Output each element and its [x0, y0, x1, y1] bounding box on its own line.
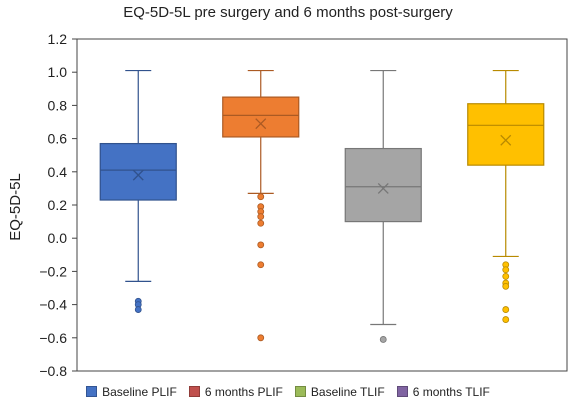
y-tick-label: −0.6 [39, 330, 67, 346]
y-tick-label: 0.2 [48, 197, 68, 213]
mean-marker [500, 134, 512, 146]
box [467, 103, 545, 166]
outlier-point [502, 282, 510, 290]
mean-marker [132, 169, 144, 181]
legend-label: 6 months PLIF [204, 385, 283, 399]
y-axis-label: EQ-5D-5L [7, 173, 24, 241]
legend-item: 6 months PLIF [188, 385, 283, 399]
legend-label: Baseline PLIF [102, 385, 177, 399]
legend-swatch [188, 386, 200, 397]
legend: Baseline PLIF 6 months PLIF Baseline TLIF 6… [0, 385, 576, 399]
y-tick-label: −0.2 [39, 263, 67, 279]
legend-label: Baseline TLIF [310, 385, 385, 399]
legend-item: Baseline PLIF [86, 385, 177, 399]
box-group [99, 69, 177, 313]
legend-label: 6 months TLIF [412, 385, 490, 399]
outlier-point [257, 193, 265, 201]
box-plot-chart: 1.2 1.0 0.8 0.6 0.4 0.2 0.0 −0.2 −0.4 −0.6 −0.8 EQ… [7, 31, 568, 379]
legend-item: Baseline TLIF [294, 385, 385, 399]
box-group [344, 69, 422, 343]
y-tick-label: 0.6 [48, 131, 68, 147]
outlier-point [257, 213, 265, 221]
y-tick-label: 0.4 [48, 164, 68, 180]
outlier-point [379, 336, 387, 343]
outlier-point [502, 306, 510, 313]
box-group [222, 69, 300, 342]
outlier-point [502, 266, 510, 274]
outlier-point [257, 241, 265, 249]
y-tick-label: 0.0 [48, 230, 68, 246]
y-tick-label: 0.8 [48, 97, 68, 113]
mean-marker [255, 118, 267, 130]
box [222, 96, 300, 138]
legend-item: 6 months TLIF [396, 385, 490, 399]
outlier-point [257, 334, 265, 342]
box [99, 142, 177, 201]
plot-frame [76, 38, 568, 372]
box-group [467, 69, 545, 323]
box [344, 147, 422, 223]
chart-title: EQ-5D-5L pre surgery and 6 months post-s… [123, 4, 453, 21]
mean-marker [377, 182, 389, 194]
outlier-point [502, 272, 510, 280]
y-tick-label: −0.4 [39, 297, 67, 313]
y-tick-label: −0.8 [39, 363, 67, 379]
legend-swatch [396, 386, 408, 397]
legend-swatch [86, 386, 98, 397]
legend-swatch [294, 386, 306, 397]
outlier-point [257, 261, 265, 269]
y-tick-label: 1.2 [48, 31, 68, 47]
outlier-point [502, 316, 510, 323]
outlier-point [257, 219, 265, 227]
outlier-point [134, 306, 142, 313]
y-tick-label: 1.0 [48, 64, 68, 80]
